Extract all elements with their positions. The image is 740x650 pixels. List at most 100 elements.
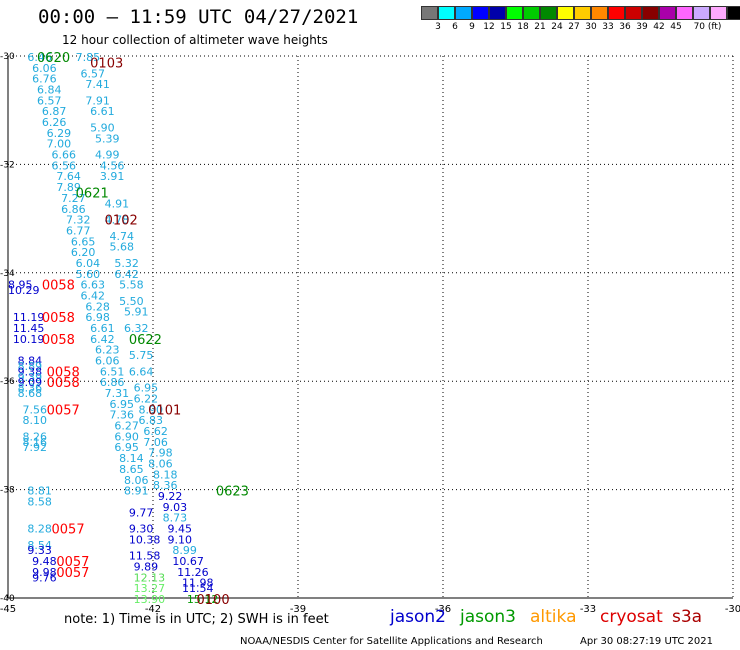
color-scale-label: 6 bbox=[452, 22, 458, 32]
latitude-tick-label: -30 bbox=[0, 52, 15, 62]
wave-height-value: 6.84 bbox=[37, 84, 62, 97]
longitude-tick-label: -36 bbox=[435, 604, 451, 615]
wave-height-value: 6.22 bbox=[134, 392, 159, 405]
color-scale-label: 18 bbox=[517, 22, 529, 32]
wave-height-value: 6.42 bbox=[81, 289, 106, 302]
wave-height-value: 6.42 bbox=[114, 268, 139, 281]
wave-height-value: 4.99 bbox=[95, 149, 120, 162]
wave-height-value: 6.56 bbox=[52, 159, 77, 172]
wave-height-value: 4.78 bbox=[105, 214, 129, 227]
wave-height-value: 8.58 bbox=[27, 495, 52, 508]
wave-height-value: 4.74 bbox=[110, 230, 135, 243]
color-scale-label: 30 bbox=[585, 22, 597, 32]
wave-height-value: 7.41 bbox=[85, 78, 110, 91]
wave-height-value: 6.95 bbox=[114, 441, 139, 454]
wave-height-value: 6.26 bbox=[42, 116, 66, 129]
longitude-tick-label: -39 bbox=[290, 604, 306, 615]
color-scale-label: 45 bbox=[670, 22, 682, 32]
satellite-legend-cryosat: cryosat bbox=[600, 607, 663, 627]
color-scale-label: 39 bbox=[636, 22, 648, 32]
wave-height-value: 13.27 bbox=[134, 582, 166, 595]
wave-height-value: 6.98 bbox=[85, 311, 110, 324]
wave-height-value: 3.91 bbox=[100, 170, 125, 183]
wave-height-value: 8.06 bbox=[148, 458, 173, 471]
color-scale-swatch bbox=[421, 6, 438, 20]
wave-height-value: 9.38 bbox=[18, 365, 42, 378]
wave-height-value: 7.00 bbox=[47, 138, 72, 151]
color-scale-label: 70 (ft) bbox=[693, 22, 722, 32]
color-scale-label: 9 bbox=[469, 22, 475, 32]
wave-height-value: 6.95 bbox=[134, 382, 159, 395]
wave-height-value: 5.68 bbox=[110, 241, 135, 254]
wave-height-value: 8.36 bbox=[153, 479, 178, 492]
satellite-legend-s3a: s3a bbox=[672, 607, 703, 627]
wave-height-value: 6.27 bbox=[114, 420, 139, 433]
wave-height-value: 6.64 bbox=[129, 365, 154, 378]
wave-height-value: 5.39 bbox=[95, 132, 120, 145]
wave-height-value: 8.84 bbox=[18, 355, 42, 368]
color-scale-label: 12 bbox=[483, 22, 495, 32]
wave-height-value: 6.06 bbox=[32, 62, 57, 75]
wave-height-value: 9.30 bbox=[129, 523, 154, 536]
wave-height-value: 8.10 bbox=[23, 414, 48, 427]
wave-height-value: 6.28 bbox=[85, 300, 110, 313]
pass-time-label: 0623 bbox=[216, 485, 249, 500]
wave-height-value: 6.95 bbox=[110, 398, 135, 411]
color-scale-swatch bbox=[523, 6, 540, 20]
wave-height-value: 5.32 bbox=[114, 257, 139, 270]
wave-height-value: 6.57 bbox=[37, 94, 62, 107]
wave-height-value: 11.19 bbox=[13, 311, 45, 324]
pass-time-label: 0102 bbox=[105, 214, 138, 229]
wave-height-value: 6.63 bbox=[81, 279, 106, 292]
pass-time-label: 0058 bbox=[42, 279, 75, 294]
color-scale-swatch bbox=[557, 6, 574, 20]
wave-height-value: 15.12 bbox=[187, 593, 219, 606]
wave-height-value: 6.51 bbox=[100, 365, 125, 378]
color-scale-label: 36 bbox=[619, 22, 631, 32]
pass-time-label: 0057 bbox=[56, 566, 89, 581]
wave-height-value: 10.29 bbox=[8, 284, 40, 297]
wave-height-value: 5.90 bbox=[90, 121, 115, 134]
color-scale-swatch bbox=[642, 6, 659, 20]
wave-height-value: 9.48 bbox=[32, 555, 57, 568]
wave-height-value: 7.64 bbox=[56, 170, 80, 183]
pass-time-label: 0620 bbox=[37, 51, 70, 66]
wave-height-value: 10.67 bbox=[172, 555, 204, 568]
pass-time-label: 0058 bbox=[42, 311, 75, 326]
wave-height-value: 9.03 bbox=[163, 501, 188, 514]
latitude-tick-label: -40 bbox=[0, 594, 15, 604]
pass-time-label: 0057 bbox=[47, 403, 80, 418]
pass-time-label: 0058 bbox=[47, 365, 80, 380]
credit-source: NOAA/NESDIS Center for Satellite Applica… bbox=[240, 636, 543, 647]
pass-time-label: 0103 bbox=[90, 56, 123, 71]
wave-height-value: 8.16 bbox=[23, 436, 48, 449]
pass-time-label: 0101 bbox=[148, 403, 181, 418]
color-scale-swatch bbox=[455, 6, 472, 20]
wave-height-value: 8.68 bbox=[18, 387, 42, 400]
color-scale-swatch bbox=[710, 6, 727, 20]
wave-height-value: 8.54 bbox=[27, 539, 52, 552]
wave-height-value: 7.36 bbox=[110, 409, 135, 422]
wave-height-value: 10.19 bbox=[13, 333, 45, 346]
wave-height-value: 7.98 bbox=[148, 447, 173, 460]
wave-height-value: 5.58 bbox=[119, 279, 143, 292]
latitude-tick-label: -36 bbox=[0, 377, 15, 387]
color-scale-swatch bbox=[489, 6, 506, 20]
pass-time-label: 0057 bbox=[56, 555, 89, 570]
color-scale-swatch bbox=[625, 6, 642, 20]
wave-height-value: 8.65 bbox=[119, 463, 143, 476]
color-scale-swatch bbox=[506, 6, 523, 20]
wave-height-value: 8.28 bbox=[27, 523, 52, 536]
wave-height-value: 6.32 bbox=[124, 322, 149, 335]
wave-height-value: 8.89 bbox=[18, 360, 42, 373]
wave-height-value: 6.42 bbox=[90, 333, 115, 346]
pass-time-label: 0058 bbox=[47, 376, 80, 391]
wave-height-value: 6.65 bbox=[71, 235, 96, 248]
color-scale-swatch bbox=[591, 6, 608, 20]
wave-height-value: 9.76 bbox=[32, 571, 57, 584]
wave-height-value: 6.66 bbox=[52, 149, 77, 162]
wave-height-value: 7.06 bbox=[143, 436, 168, 449]
color-scale-label: 21 bbox=[534, 22, 546, 32]
wave-height-value: 11.54 bbox=[182, 582, 214, 595]
